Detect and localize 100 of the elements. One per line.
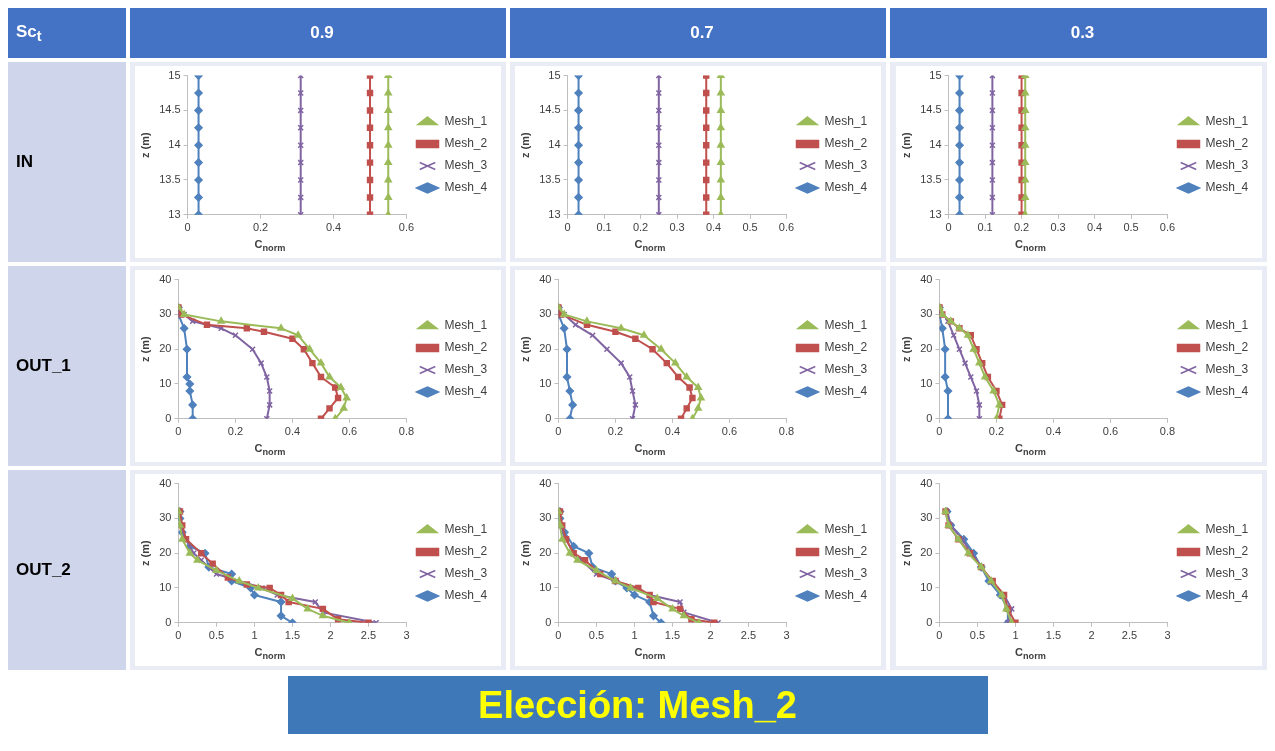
legend-label: Mesh_1 xyxy=(444,522,488,537)
y-tick-label: 14.5 xyxy=(539,103,561,116)
legend-label: Mesh_3 xyxy=(824,566,868,581)
x-axis-title: C$_{norm}$ xyxy=(633,442,667,458)
x-tick-label: 0.3 xyxy=(669,221,685,234)
legend-label: Mesh_2 xyxy=(824,340,868,355)
y-tick-label: 10 xyxy=(159,581,172,594)
y-tick-label: 13 xyxy=(928,207,942,220)
y-tick-label: 40 xyxy=(159,476,172,489)
y-axis-title: z (m) xyxy=(899,540,912,567)
y-tick-label: 10 xyxy=(919,377,932,390)
legend-label: Mesh_2 xyxy=(444,136,488,151)
x-tick-label: 0.8 xyxy=(1159,425,1175,438)
x-tick-label: 0 xyxy=(564,221,571,234)
legend-label: Mesh_2 xyxy=(444,544,488,559)
x-tick-label: 0.2 xyxy=(607,425,624,438)
y-tick-label: 0 xyxy=(545,615,552,628)
text: 0.9 xyxy=(310,23,334,43)
legend-label: Mesh_1 xyxy=(1205,522,1249,537)
x-tick-label: 0.1 xyxy=(976,221,993,234)
x-tick-label: 2.5 xyxy=(360,629,377,642)
y-tick-label: 10 xyxy=(539,377,552,390)
x-axis-title: C$_{norm}$ xyxy=(1014,646,1047,662)
legend-label: Mesh_2 xyxy=(824,136,868,151)
x-tick-label: 0.6 xyxy=(341,425,358,438)
x-tick-label: 0.2 xyxy=(227,425,244,438)
x-axis-title: C$_{norm}$ xyxy=(253,646,287,662)
legend-label: Mesh_4 xyxy=(1205,180,1249,195)
text: 0.7 xyxy=(690,23,714,43)
x-axis-title: C$_{norm}$ xyxy=(1014,442,1047,458)
y-axis-title: z (m) xyxy=(899,336,912,363)
y-tick-label: 40 xyxy=(539,476,552,489)
x-axis-title: C$_{norm}$ xyxy=(253,442,287,458)
x-tick-label: 3 xyxy=(783,629,790,642)
x-tick-label: 1.5 xyxy=(664,629,681,642)
y-tick-label: 40 xyxy=(919,272,932,285)
legend-label: Mesh_1 xyxy=(1205,114,1249,129)
y-tick-label: 40 xyxy=(919,476,932,489)
y-tick-label: 40 xyxy=(159,272,172,285)
text: IN xyxy=(16,152,33,172)
text: OUT_2 xyxy=(16,560,71,580)
x-tick-label: 0.6 xyxy=(1159,221,1175,234)
legend-label: Mesh_4 xyxy=(1205,588,1249,603)
y-axis-title: z (m) xyxy=(138,336,151,363)
legend-label: Mesh_3 xyxy=(444,362,488,377)
legend-label: Mesh_2 xyxy=(1205,340,1249,355)
legend-label: Mesh_4 xyxy=(444,384,488,399)
y-tick-label: 20 xyxy=(159,342,172,355)
x-tick-label: 2 xyxy=(1087,629,1095,642)
x-tick-label: 0.4 xyxy=(325,221,342,234)
legend-label: Mesh_3 xyxy=(444,566,488,581)
y-tick-label: 20 xyxy=(539,546,552,559)
x-tick-label: 0.8 xyxy=(778,425,795,438)
x-tick-label: 0.6 xyxy=(398,221,415,234)
y-tick-label: 0 xyxy=(545,411,552,424)
legend-label: Mesh_1 xyxy=(824,522,868,537)
legend-label: Mesh_4 xyxy=(1205,384,1249,399)
x-tick-label: 1.5 xyxy=(1045,629,1061,642)
x-tick-label: 0.5 xyxy=(588,629,605,642)
x-tick-label: 2.5 xyxy=(740,629,757,642)
legend-label: Mesh_2 xyxy=(824,544,868,559)
y-axis-title: z (m) xyxy=(138,540,151,567)
legend-label: Mesh_3 xyxy=(824,362,868,377)
y-axis-title: z (m) xyxy=(518,132,531,159)
y-tick-label: 20 xyxy=(539,342,552,355)
x-tick-label: 0.5 xyxy=(208,629,225,642)
x-axis-title: C$_{norm}$ xyxy=(633,646,667,662)
text: 0.3 xyxy=(1070,23,1095,43)
y-tick-label: 15 xyxy=(928,68,942,81)
y-tick-label: 13.5 xyxy=(159,173,181,186)
y-tick-label: 30 xyxy=(539,511,552,524)
legend-label: Mesh_1 xyxy=(824,114,868,129)
legend-label: Mesh_4 xyxy=(824,384,868,399)
legend-label: Mesh_4 xyxy=(824,180,868,195)
x-tick-label: 0.1 xyxy=(596,221,612,234)
x-tick-label: 0.2 xyxy=(1013,221,1029,234)
x-axis-title: C$_{norm}$ xyxy=(253,238,287,254)
legend-label: Mesh_3 xyxy=(1205,566,1249,581)
legend-label: Mesh_3 xyxy=(824,158,868,173)
x-tick-label: 0.8 xyxy=(398,425,415,438)
y-tick-label: 14.5 xyxy=(159,103,181,116)
legend-label: Mesh_1 xyxy=(444,318,488,333)
x-tick-label: 0.6 xyxy=(1102,425,1118,438)
legend-label: Mesh_4 xyxy=(444,180,488,195)
x-tick-label: 0.6 xyxy=(721,425,738,438)
x-tick-label: 0.5 xyxy=(1122,221,1139,234)
y-tick-label: 20 xyxy=(159,546,172,559)
y-tick-label: 14 xyxy=(168,138,181,151)
x-tick-label: 0.5 xyxy=(969,629,985,642)
x-axis-title: C$_{norm}$ xyxy=(1014,238,1047,254)
legend-label: Mesh_2 xyxy=(1205,136,1249,151)
y-tick-label: 30 xyxy=(919,307,932,320)
y-tick-label: 15 xyxy=(168,68,181,81)
x-tick-label: 1 xyxy=(1011,629,1019,642)
x-tick-label: 1.5 xyxy=(284,629,301,642)
y-tick-label: 14.5 xyxy=(919,103,942,116)
y-tick-label: 14 xyxy=(548,138,561,151)
y-tick-label: 13 xyxy=(168,207,181,220)
y-tick-label: 0 xyxy=(165,411,172,424)
x-tick-label: 0.5 xyxy=(742,221,758,234)
